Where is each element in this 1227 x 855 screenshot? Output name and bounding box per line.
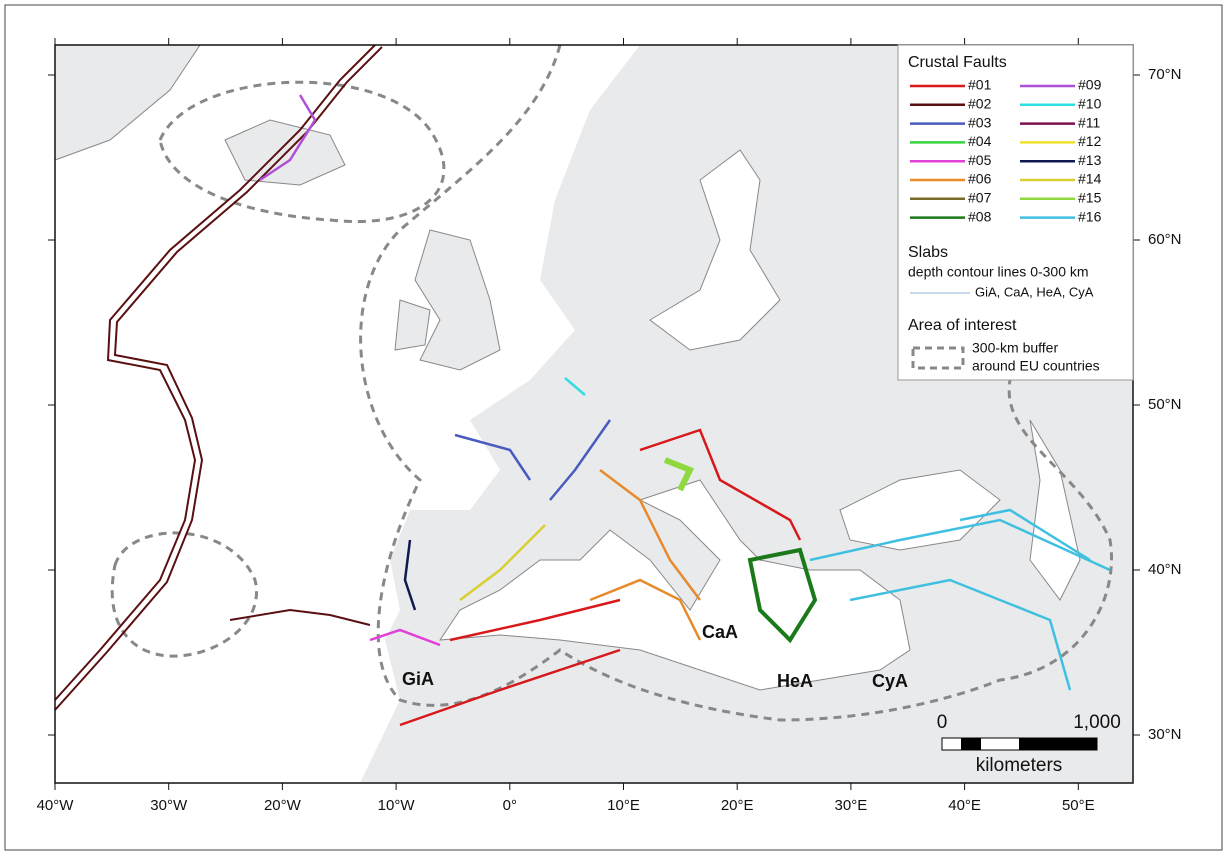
legend-label: #06 — [968, 171, 992, 187]
x-ticks: 40°W 30°W 20°W 10°W 0° 10°E 20°E 30°E 40°E 50°E — [37, 38, 1095, 814]
map-frame — [54, 44, 1134, 784]
ridge-line — [54, 46, 383, 711]
slab-label: GiA — [402, 669, 434, 689]
fault-ridge — [54, 44, 383, 711]
fault — [449, 598, 621, 642]
fault — [459, 524, 546, 601]
fault — [663, 457, 695, 492]
legend-box — [897, 44, 1134, 381]
slab-label: CyA — [872, 671, 908, 691]
y-tick-label: 70°N — [1148, 66, 1182, 83]
iceland — [224, 119, 346, 186]
buffer-eu — [359, 44, 1113, 722]
legend-label: GiA, CaA, HeA, CyA — [975, 284, 1094, 299]
ridge-line — [54, 44, 376, 701]
fault — [403, 539, 417, 611]
ireland — [394, 299, 431, 351]
slab-label: CaA — [702, 622, 738, 642]
legend-subtitle: depth contour lines 0-300 km — [908, 264, 1089, 280]
black-sea — [839, 469, 1001, 551]
fault — [454, 433, 532, 481]
scale-label: 1,000 — [1073, 712, 1121, 733]
y-tick-label: 50°N — [1148, 396, 1182, 413]
legend-label: #15 — [1078, 190, 1102, 206]
caspian-sea — [1029, 419, 1081, 601]
faults — [259, 94, 1111, 727]
fault — [809, 518, 1111, 572]
legend-label: #16 — [1078, 208, 1102, 224]
y-tick-label: 30°N — [1148, 726, 1182, 743]
ridge-line — [229, 608, 371, 626]
x-tick-label: 30°W — [150, 797, 188, 814]
fault — [599, 469, 701, 601]
x-tick-label: 40°W — [37, 797, 75, 814]
legend-label: #04 — [968, 133, 992, 149]
legend-label: 300-km buffer — [972, 340, 1058, 356]
fault — [259, 94, 317, 182]
x-tick-label: 30°E — [835, 797, 868, 814]
scale-unit: kilometers — [976, 755, 1063, 776]
legend-swatch — [911, 346, 965, 370]
legend-label: #03 — [968, 114, 992, 130]
x-tick-label: 0° — [503, 797, 517, 814]
x-tick-label: 40°E — [948, 797, 981, 814]
legend-label: #11 — [1078, 114, 1101, 130]
y-tick-label: 60°N — [1148, 231, 1182, 248]
fault — [549, 419, 612, 501]
legend-label: around EU countries — [972, 358, 1100, 374]
fault — [589, 578, 702, 641]
legend-label: #08 — [968, 208, 992, 224]
legend-title: Crustal Faults — [908, 54, 1007, 71]
y-tick-label: 40°N — [1148, 561, 1182, 578]
legend-label: #07 — [968, 190, 992, 206]
x-tick-label: 20°W — [264, 797, 302, 814]
scale-seg — [961, 738, 981, 750]
y-ticks: 70°N 60°N 50°N 40°N 30°N — [48, 66, 1182, 743]
fault — [747, 547, 818, 644]
legend: Crustal Faults #01#02#03#04#05#06#07#08#… — [897, 44, 1134, 381]
legend-label: #01 — [968, 77, 992, 93]
legend-label: #02 — [968, 96, 992, 112]
scale-label: 0 — [937, 712, 948, 733]
baltic-sea — [649, 149, 781, 351]
legend-label: #10 — [1078, 96, 1102, 112]
atlantic — [55, 45, 640, 783]
scale-bar: 0 1,000 kilometers — [937, 712, 1121, 776]
x-tick-label: 10°W — [378, 797, 416, 814]
legend-label: #14 — [1078, 171, 1102, 187]
x-tick-label: 10°E — [607, 797, 640, 814]
legend-title: Slabs — [908, 244, 948, 261]
legend-label: #12 — [1078, 133, 1102, 149]
britain — [414, 229, 501, 371]
legend-label: #13 — [1078, 152, 1102, 168]
x-tick-label: 50°E — [1062, 797, 1095, 814]
scale-seg — [1019, 738, 1097, 750]
fault — [564, 377, 586, 396]
fault — [399, 648, 621, 727]
fault — [959, 508, 1091, 562]
fault — [369, 628, 441, 647]
legend-label: #05 — [968, 152, 992, 168]
fault — [639, 428, 802, 541]
legend-rows: #01 #02 #03 #04 #05 #06 #07 #08 #09 #10 #11 #12 #13 #… — [910, 77, 1102, 224]
fault — [849, 578, 1072, 691]
legend-title: Area of interest — [908, 317, 1017, 334]
x-tick-label: 20°E — [721, 797, 754, 814]
legend-label: #09 — [1078, 77, 1102, 93]
slab-label: HeA — [777, 671, 813, 691]
